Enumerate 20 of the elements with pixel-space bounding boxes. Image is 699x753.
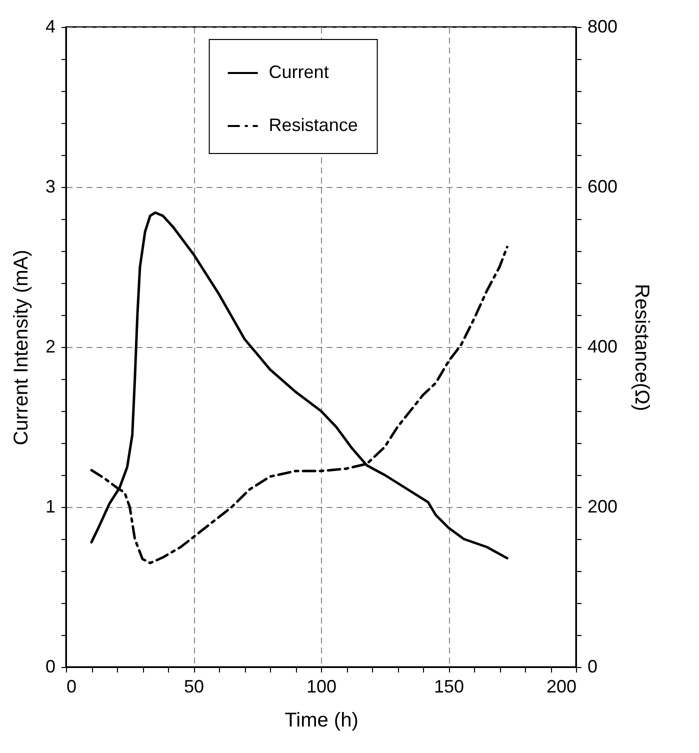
x-tick-label: 100 xyxy=(306,676,337,696)
x-axis-title: Time (h) xyxy=(284,710,358,732)
y-axis-title: Current Intensity (mA) xyxy=(10,250,32,446)
legend-label: Current xyxy=(268,62,329,82)
y-tick-label: 0 xyxy=(45,656,56,676)
y2-tick-label: 400 xyxy=(588,336,618,356)
y2-tick-label: 0 xyxy=(588,656,598,676)
x-tick-label: 50 xyxy=(184,676,204,696)
x-tick-label: 200 xyxy=(546,676,576,696)
y-tick-label: 4 xyxy=(45,16,56,36)
y2-tick-label: 800 xyxy=(588,16,618,36)
y-tick-label: 3 xyxy=(45,176,56,196)
y-tick-label: 1 xyxy=(45,496,56,516)
x-tick-label: 150 xyxy=(434,676,464,696)
y2-axis-title: Resistance(Ω) xyxy=(630,284,653,412)
y2-tick-label: 600 xyxy=(588,176,618,196)
legend-label: Resistance xyxy=(268,115,358,135)
y2-tick-label: 200 xyxy=(588,496,618,516)
y-tick-label: 2 xyxy=(45,336,56,356)
x-tick-label: 0 xyxy=(66,676,77,696)
